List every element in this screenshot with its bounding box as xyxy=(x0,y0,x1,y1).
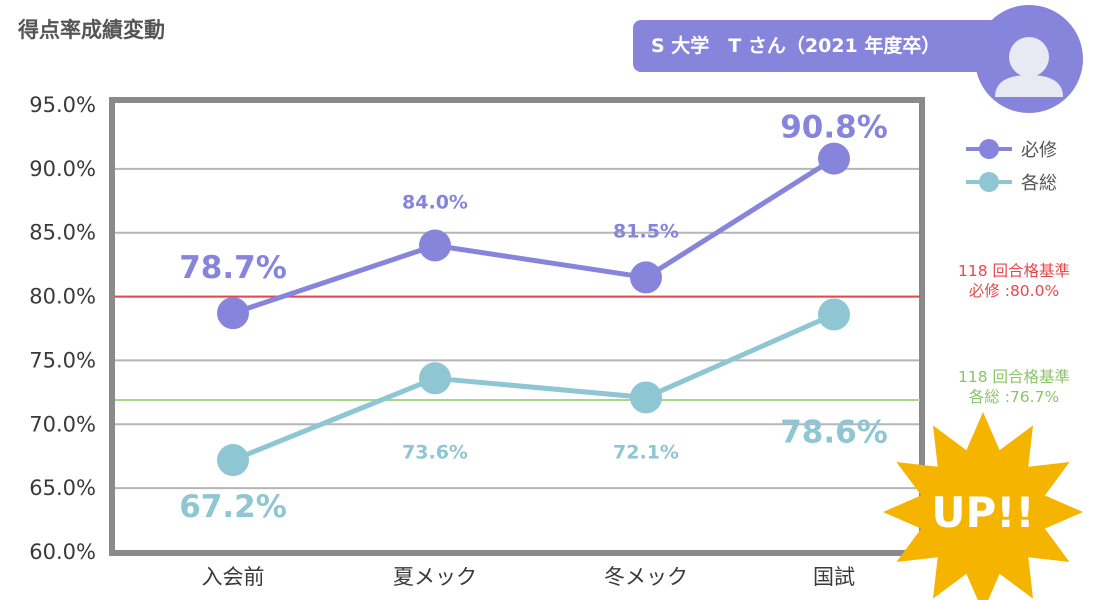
user-avatar-icon xyxy=(975,5,1083,113)
x-axis-ticks: 入会前 夏メック 冬メック 国試 xyxy=(202,565,856,589)
data-point xyxy=(419,229,451,262)
profile-badge: S 大学 T さん（2021 年度卒） xyxy=(633,20,1043,72)
data-point xyxy=(630,261,662,294)
data-label: 78.6% xyxy=(780,414,888,450)
x-tick-label: 冬メック xyxy=(604,565,688,589)
reference-label-line2: 必修 :80.0% xyxy=(969,282,1059,300)
legend-marker xyxy=(979,172,999,192)
y-tick-label: 65.0% xyxy=(29,476,96,500)
burst-shape xyxy=(883,412,1083,600)
data-label: 84.0% xyxy=(402,191,468,213)
y-tick-label: 70.0% xyxy=(29,412,96,436)
y-tick-label: 90.0% xyxy=(29,157,96,181)
page-title: 得点率成績変動 xyxy=(18,18,165,42)
data-point xyxy=(818,142,850,175)
y-axis-ticks: 60.0% 65.0% 70.0% 75.0% 80.0% 85.0% 90.0% 95.0% xyxy=(29,93,96,564)
reference-label-line2: 各総 :76.7% xyxy=(969,388,1059,406)
data-point xyxy=(217,444,249,477)
reference-label-line1: 118 回合格基準 xyxy=(958,368,1070,386)
y-tick-label: 60.0% xyxy=(29,540,96,564)
legend-label: 必修 xyxy=(1021,140,1057,161)
data-label: 73.6% xyxy=(402,441,468,463)
burst-text: UP!! xyxy=(931,488,1034,537)
up-burst: UP!! xyxy=(883,412,1083,600)
plot-frame xyxy=(109,97,925,556)
series-line xyxy=(232,312,836,463)
data-label: 81.5% xyxy=(613,220,679,242)
y-tick-label: 85.0% xyxy=(29,221,96,245)
data-label: 90.8% xyxy=(780,110,888,146)
data-label: 67.2% xyxy=(179,489,287,525)
data-point xyxy=(419,362,451,395)
x-tick-label: 国試 xyxy=(813,565,855,589)
legend-label: 各総 xyxy=(1021,173,1057,194)
series-line xyxy=(232,156,836,316)
legend-marker xyxy=(979,139,999,159)
y-tick-label: 80.0% xyxy=(29,285,96,309)
y-tick-label: 75.0% xyxy=(29,348,96,372)
data-point xyxy=(217,297,249,330)
data-point xyxy=(818,298,850,331)
series-layer: 78.7% 84.0% 81.5% 90.8% 67.2% 73.6% 72.1% 78.6% xyxy=(179,110,888,525)
data-point xyxy=(630,381,662,414)
data-label: 78.7% xyxy=(179,250,287,286)
y-tick-label: 95.0% xyxy=(29,93,96,117)
reference-label-line1: 118 回合格基準 xyxy=(958,262,1070,280)
x-tick-label: 入会前 xyxy=(202,565,265,589)
data-label: 72.1% xyxy=(613,441,679,463)
x-tick-label: 夏メック xyxy=(393,565,477,589)
